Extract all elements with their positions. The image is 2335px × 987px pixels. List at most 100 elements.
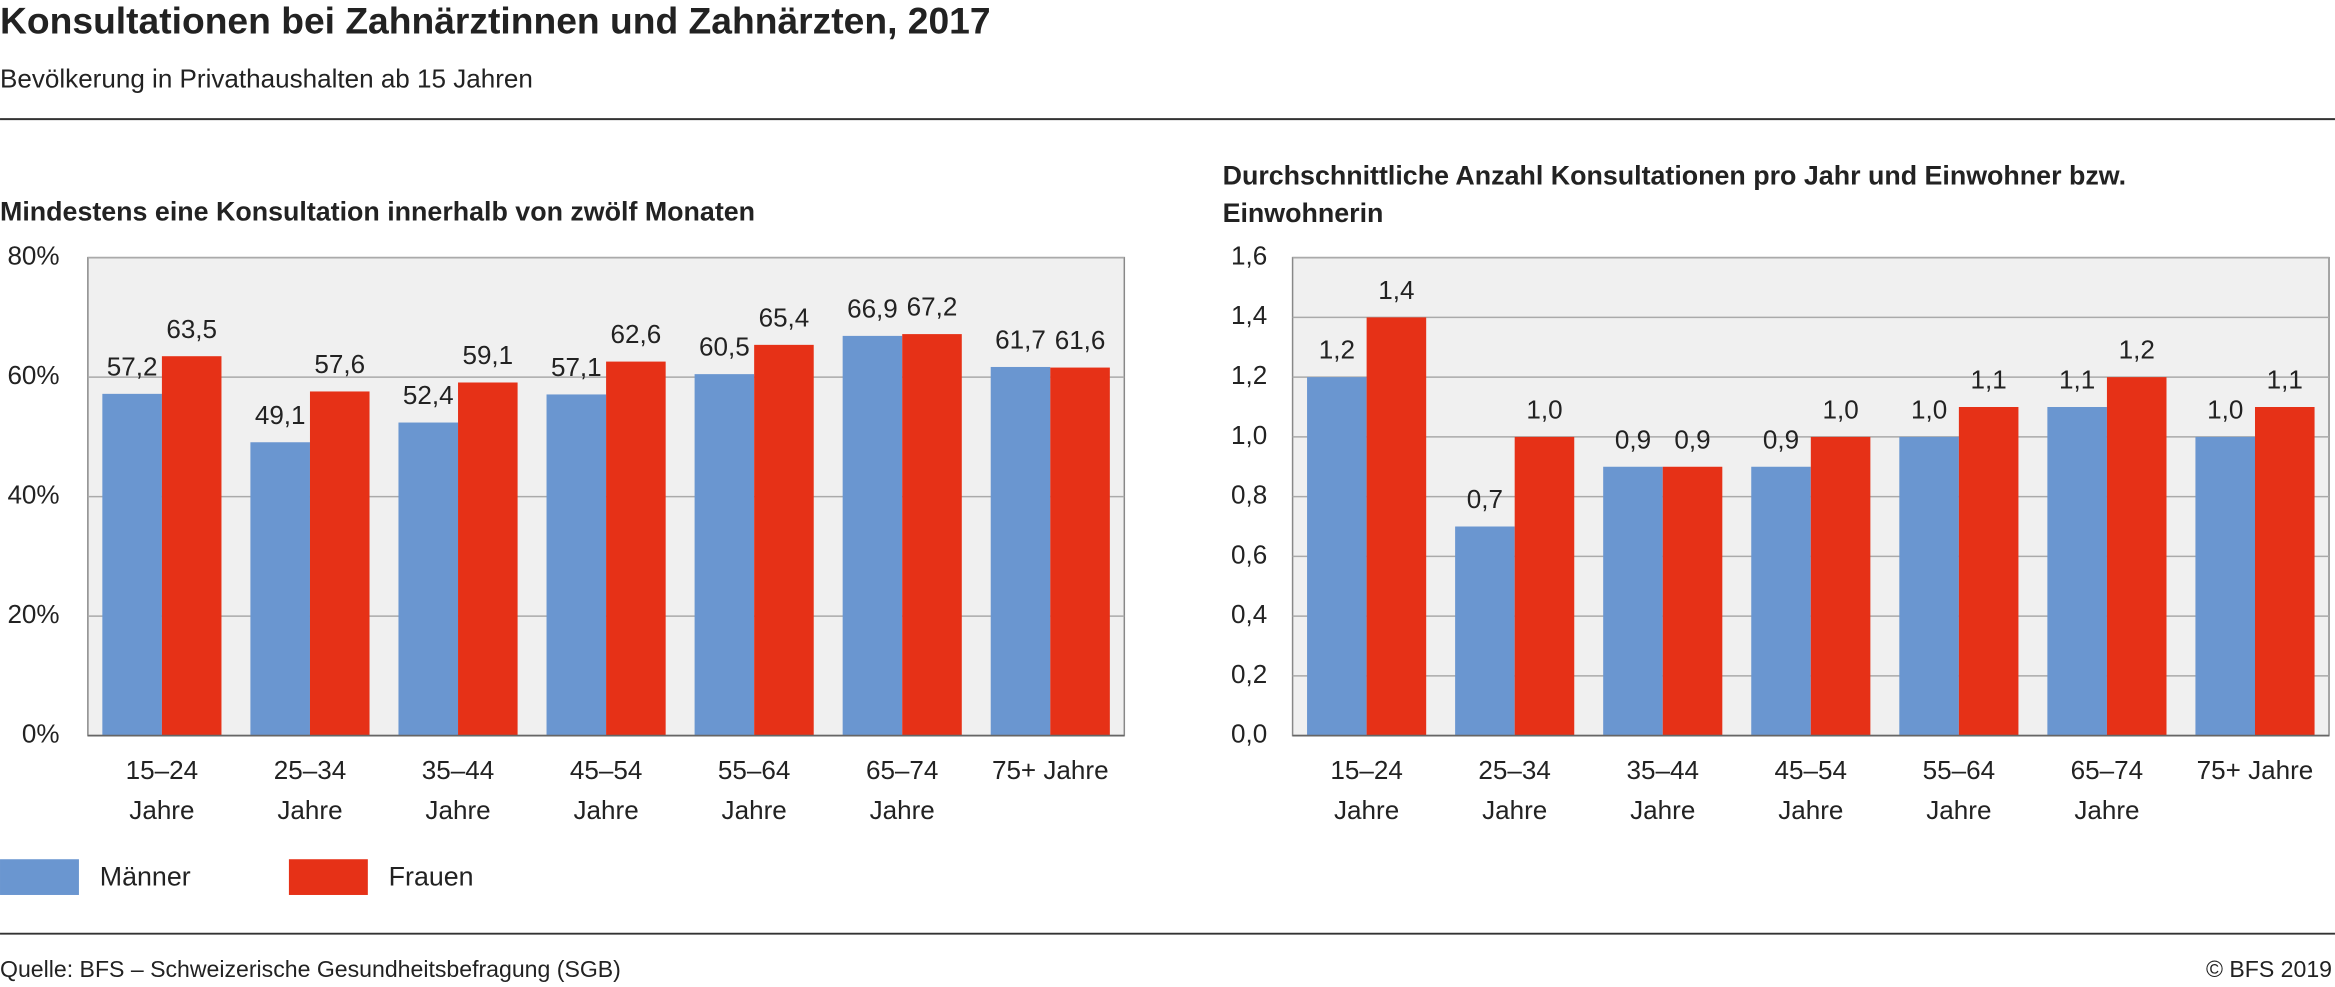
chart-title-box: Mindestens eine Konsultation innerhalb v… <box>0 196 756 227</box>
source: Quelle: BFS – Schweizerische Gesundheits… <box>0 956 621 982</box>
bar <box>546 394 607 736</box>
x-tick-label-box: 35–44 Jahre <box>421 754 495 825</box>
y-tick-label: 60% <box>7 360 59 390</box>
credit: © BFS 2019 <box>2206 956 2332 982</box>
x-tick-label: 45–54 Jahre <box>1774 754 1848 825</box>
bar <box>694 374 755 736</box>
value-label: 1,1 <box>1971 365 2007 395</box>
chart-title: Durchschnittliche Anzahl Konsultationen … <box>1222 160 2127 228</box>
bar <box>2047 406 2107 736</box>
x-tick-label: 75+ Jahre <box>991 754 1109 785</box>
value-label: 52,4 <box>403 380 454 410</box>
bar <box>902 334 962 736</box>
value-label: 61,6 <box>1055 325 1106 355</box>
x-tick-label-box: 15–24 Jahre <box>1330 754 1403 825</box>
bar <box>1662 466 1723 736</box>
bar <box>309 391 370 736</box>
x-tick-label: 65–74 Jahre <box>2070 754 2144 825</box>
bar <box>1366 317 1427 736</box>
bar <box>754 344 814 736</box>
x-tick-label-box: 25–34 Jahre <box>1478 754 1551 825</box>
value-label: 57,6 <box>314 349 365 379</box>
x-tick-label-box: 35–44 Jahre <box>1626 755 1698 825</box>
value-label: 61,7 <box>995 325 1046 355</box>
x-tick-label-box: 45–54 Jahre <box>569 754 643 825</box>
value-label: 1,0 <box>1526 394 1562 424</box>
y-tick-label: 40% <box>7 480 59 510</box>
legend-label: Frauen <box>389 862 474 892</box>
chart-title: Mindestens eine Konsultation innerhalb v… <box>0 196 756 227</box>
bar <box>2195 436 2255 736</box>
x-tick-label-box: 65–74 Jahre <box>865 754 939 825</box>
y-tick-label: 1,2 <box>1231 360 1267 390</box>
page-title: Konsultationen bei Zahnärztinnen und Zah… <box>0 0 991 42</box>
bar <box>1307 377 1367 736</box>
value-label: 0,9 <box>1674 424 1710 454</box>
value-label: 1,0 <box>1822 394 1858 424</box>
x-tick-label-box: 45–54 Jahre <box>1774 754 1848 825</box>
value-label: 62,6 <box>611 319 662 349</box>
legend-swatch <box>288 859 368 895</box>
bar <box>606 361 666 736</box>
value-label: 1,0 <box>2207 394 2243 424</box>
x-tick-label-box: 75+ Jahre <box>2196 754 2314 785</box>
value-label: 0,9 <box>1763 424 1799 454</box>
x-tick-label: 25–34 Jahre <box>1478 754 1551 825</box>
value-label: 1,2 <box>1319 335 1355 365</box>
y-tick-label: 0,0 <box>1231 719 1267 749</box>
bar <box>1050 367 1110 736</box>
y-tick-label: 1,0 <box>1231 420 1267 450</box>
legend-label: Männer <box>100 862 191 892</box>
page-subtitle: Bevölkerung in Privathaushalten ab 15 Ja… <box>0 63 533 93</box>
bar <box>990 366 1051 736</box>
y-tick-label: 0,8 <box>1231 480 1267 510</box>
value-label: 0,7 <box>1467 484 1503 514</box>
x-tick-label: 35–44 Jahre <box>421 754 495 825</box>
y-tick-label: 0,2 <box>1231 659 1267 689</box>
bar <box>1514 436 1575 736</box>
y-tick-label: 1,6 <box>1231 240 1267 270</box>
x-tick-label: 15–24 Jahre <box>1330 754 1403 825</box>
x-tick-label-box: 65–74 Jahre <box>2070 754 2144 825</box>
value-label: 66,9 <box>847 293 898 323</box>
bar <box>458 382 518 736</box>
x-tick-label-box: 25–34 Jahre <box>274 755 346 825</box>
bar <box>1958 406 2019 736</box>
x-tick-label-box: 75+ Jahre <box>991 754 1109 785</box>
value-label: 57,1 <box>551 352 602 382</box>
bar <box>1810 436 1871 736</box>
x-tick-label: 55–64 Jahre <box>717 754 791 825</box>
x-tick-label: 75+ Jahre <box>2196 754 2314 785</box>
value-label: 1,2 <box>2119 335 2155 365</box>
y-tick-label: 0% <box>22 719 60 749</box>
bar <box>842 335 903 736</box>
y-tick-label: 80% <box>7 240 59 270</box>
value-label: 1,4 <box>1378 275 1414 305</box>
chart-title-box: Durchschnittliche Anzahl Konsultationen … <box>1222 160 2127 228</box>
y-tick-label: 0,6 <box>1231 539 1267 569</box>
x-tick-label: 65–74 Jahre <box>865 754 939 825</box>
bar <box>2254 406 2315 736</box>
y-tick-label: 1,4 <box>1231 300 1267 330</box>
value-label: 1,1 <box>2059 365 2095 395</box>
bar <box>1751 466 1811 736</box>
value-label: 0,9 <box>1615 424 1651 454</box>
value-label: 49,1 <box>255 400 306 430</box>
x-tick-label: 55–64 Jahre <box>1922 754 1996 825</box>
value-label: 1,1 <box>2267 365 2303 395</box>
bar <box>1603 466 1663 736</box>
bar <box>102 393 162 736</box>
value-label: 63,5 <box>166 314 217 344</box>
bar <box>161 356 222 736</box>
y-tick-label: 20% <box>7 599 59 629</box>
bar <box>1455 526 1515 736</box>
bar <box>2106 377 2167 736</box>
value-label: 67,2 <box>907 292 958 322</box>
bar <box>250 442 310 736</box>
x-tick-label-box: 55–64 Jahre <box>1922 754 1996 825</box>
x-tick-label: 45–54 Jahre <box>569 754 643 825</box>
x-tick-label-box: 55–64 Jahre <box>717 754 791 825</box>
value-label: 60,5 <box>699 332 750 362</box>
x-tick-label-box: 15–24 Jahre <box>126 755 198 825</box>
